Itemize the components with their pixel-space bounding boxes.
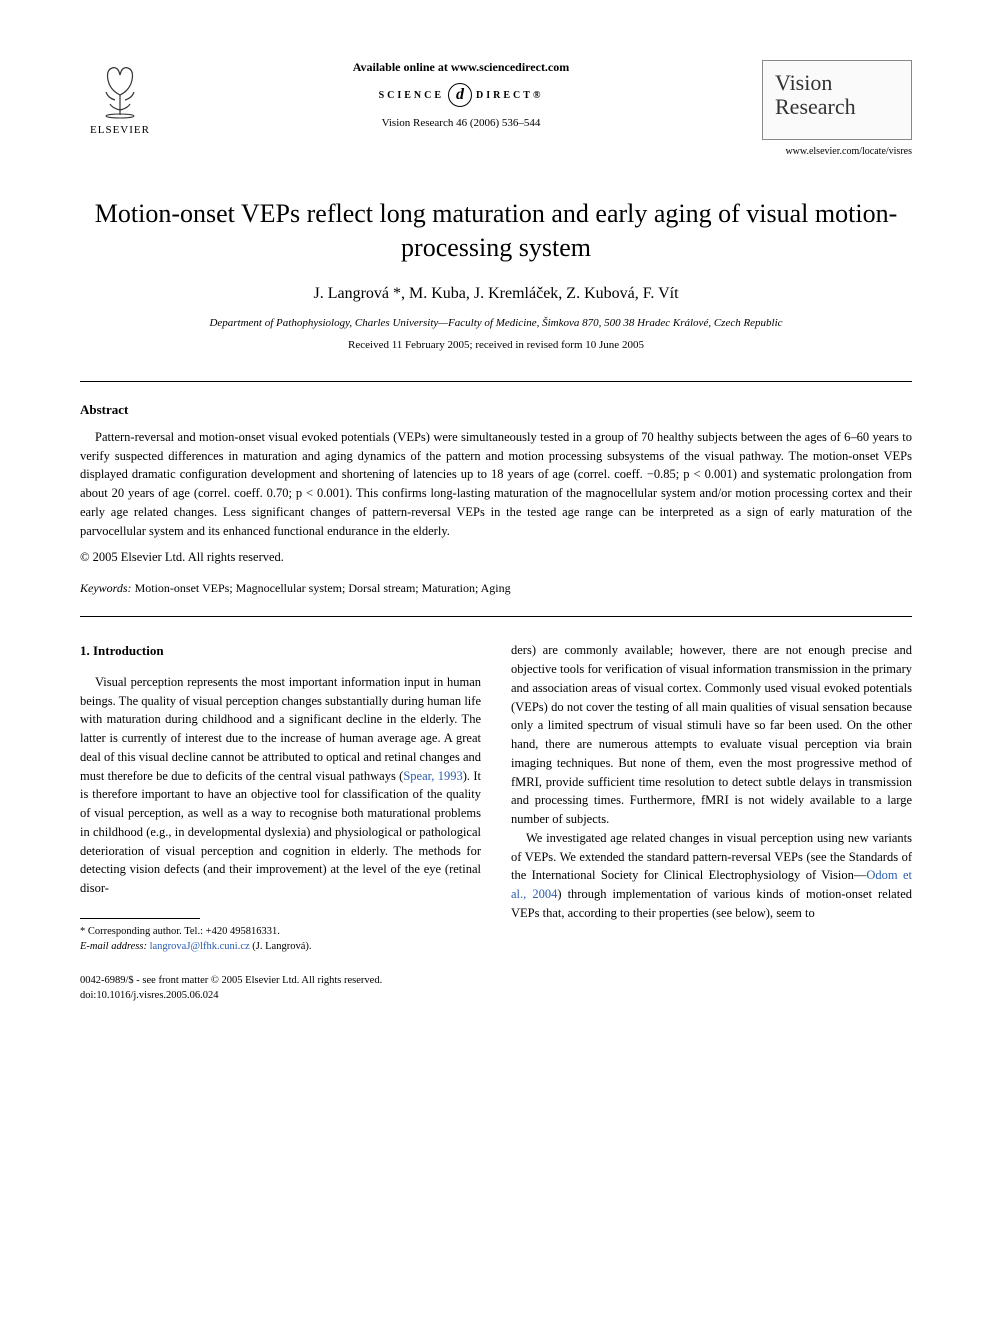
intro-heading: 1. Introduction	[80, 641, 481, 661]
intro-p2-text-a: We investigated age related changes in v…	[511, 831, 912, 883]
reference-link-spear[interactable]: Spear, 1993	[403, 769, 462, 783]
sd-text-right: DIRECT®	[476, 90, 543, 101]
citation-text: Vision Research 46 (2006) 536–544	[180, 117, 742, 129]
article-title: Motion-onset VEPs reflect long maturatio…	[80, 197, 912, 265]
header-center: Available online at www.sciencedirect.co…	[160, 60, 762, 129]
email-label: E-mail address:	[80, 941, 147, 952]
footnote-divider	[80, 918, 200, 919]
available-online-text: Available online at www.sciencedirect.co…	[180, 60, 742, 75]
divider-bottom	[80, 616, 912, 617]
intro-paragraph-2: We investigated age related changes in v…	[511, 829, 912, 923]
intro-p1-text-a: Visual perception represents the most im…	[80, 675, 481, 783]
doi-line: doi:10.1016/j.visres.2005.06.024	[80, 989, 481, 1004]
intro-paragraph-1-cont: ders) are commonly available; however, t…	[511, 641, 912, 829]
intro-paragraph-1: Visual perception represents the most im…	[80, 673, 481, 898]
page-header: ELSEVIER Available online at www.science…	[80, 60, 912, 157]
corresponding-author-footnote: * Corresponding author. Tel.: +420 49581…	[80, 925, 481, 954]
abstract-body: Pattern-reversal and motion-onset visual…	[80, 428, 912, 541]
journal-url: www.elsevier.com/locate/visres	[762, 146, 912, 157]
abstract-heading: Abstract	[80, 402, 912, 418]
keywords-line: Keywords: Motion-onset VEPs; Magnocellul…	[80, 581, 912, 596]
intro-p2-text-b: ) through implementation of various kind…	[511, 887, 912, 920]
journal-title-line1: Vision	[775, 71, 899, 95]
email-link[interactable]: langrovaJ@lfhk.cuni.cz	[150, 941, 250, 952]
journal-title-line2: Research	[775, 95, 899, 119]
front-matter-info: 0042-6989/$ - see front matter © 2005 El…	[80, 974, 481, 1003]
email-author-name: (J. Langrová).	[250, 941, 312, 952]
intro-p1-text-b: ). It is therefore important to have an …	[80, 769, 481, 896]
corresponding-email-line: E-mail address: langrovaJ@lfhk.cuni.cz (…	[80, 940, 481, 955]
publisher-logo: ELSEVIER	[80, 60, 160, 136]
sd-d-icon: d	[448, 83, 472, 107]
publisher-name: ELSEVIER	[90, 124, 150, 136]
column-right: ders) are commonly available; however, t…	[511, 641, 912, 1003]
keywords-label: Keywords:	[80, 581, 132, 595]
sd-text-left: SCIENCE	[379, 90, 444, 101]
issn-copyright-line: 0042-6989/$ - see front matter © 2005 El…	[80, 974, 481, 989]
journal-title-box: Vision Research	[762, 60, 912, 140]
body-columns: 1. Introduction Visual perception repres…	[80, 641, 912, 1003]
article-dates: Received 11 February 2005; received in r…	[80, 339, 912, 351]
keywords-text: Motion-onset VEPs; Magnocellular system;…	[132, 581, 511, 595]
column-left: 1. Introduction Visual perception repres…	[80, 641, 481, 1003]
sciencedirect-logo: SCIENCE d DIRECT®	[180, 83, 742, 107]
abstract-copyright: © 2005 Elsevier Ltd. All rights reserved…	[80, 550, 912, 565]
divider-top	[80, 381, 912, 382]
elsevier-tree-icon	[90, 60, 150, 120]
author-list: J. Langrová *, M. Kuba, J. Kremláček, Z.…	[80, 285, 912, 303]
corresponding-phone: * Corresponding author. Tel.: +420 49581…	[80, 925, 481, 940]
journal-block: Vision Research www.elsevier.com/locate/…	[762, 60, 912, 157]
affiliation: Department of Pathophysiology, Charles U…	[80, 317, 912, 329]
